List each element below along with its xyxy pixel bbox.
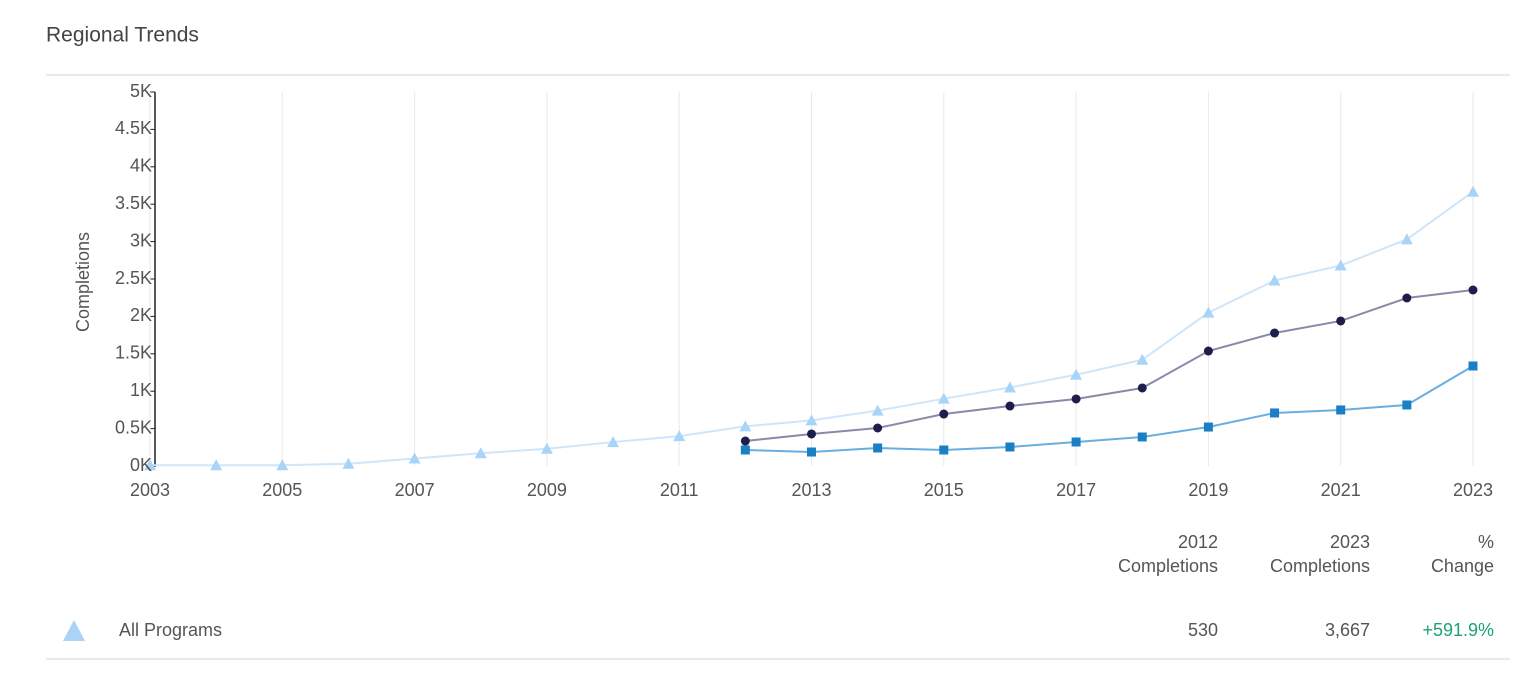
point: [805, 414, 818, 426]
x-tick-label: 2011: [660, 480, 699, 500]
cell: 3,667: [1325, 620, 1370, 640]
point: [1005, 442, 1015, 452]
x-tick-label: 2023: [1453, 480, 1493, 500]
point: [873, 423, 883, 433]
point: [1467, 185, 1479, 197]
x-tick-label: 2003: [130, 480, 170, 500]
point: [1136, 353, 1149, 365]
point: [807, 447, 816, 457]
plot: [144, 185, 1479, 471]
point: [1071, 437, 1081, 447]
y-tick-label: 1.5K: [115, 343, 152, 363]
x-tick-label: 2021: [1321, 480, 1361, 500]
grid: [149, 91, 1474, 467]
y-tick-label: 2.5K: [115, 268, 152, 288]
y-tick-label: 0K: [130, 455, 152, 475]
series-line: [745, 289, 1474, 443]
cell: +591.9%: [1422, 620, 1494, 640]
point: [1005, 401, 1015, 411]
x-tick-label: 2019: [1188, 480, 1228, 500]
x-tick-label: 2009: [527, 480, 567, 500]
x-tick-label: 2017: [1056, 480, 1096, 500]
point: [873, 443, 883, 453]
column-header: Completions: [1270, 556, 1370, 576]
point: [1203, 346, 1213, 356]
y-tick-label: 4K: [130, 156, 152, 176]
point: [1336, 405, 1346, 415]
point: [939, 445, 949, 455]
point: [1137, 383, 1147, 393]
column-header: %: [1478, 532, 1494, 552]
column-header: Change: [1431, 556, 1494, 576]
point: [474, 447, 487, 459]
point: [871, 404, 884, 416]
point: [210, 459, 223, 471]
point: [1270, 328, 1280, 338]
x-tick-label: 2005: [262, 480, 302, 500]
point: [540, 442, 553, 454]
column-header: 2023: [1330, 532, 1370, 552]
series-line: [745, 365, 1474, 454]
point: [1400, 233, 1413, 245]
point: [740, 445, 750, 455]
point: [1203, 422, 1213, 432]
point: [1402, 293, 1412, 303]
column-header: 2012: [1178, 532, 1218, 552]
y-axis-label: Completions: [73, 232, 93, 332]
x-tick-label: 2013: [791, 480, 831, 500]
point: [673, 430, 686, 442]
point: [1070, 368, 1083, 380]
point: [144, 459, 156, 471]
x-tick-label: 2015: [924, 480, 964, 500]
point: [739, 420, 752, 432]
point: [740, 436, 750, 446]
point: [1270, 408, 1280, 418]
point: [1468, 361, 1478, 371]
y-tick-label: 1K: [130, 380, 152, 400]
point: [1336, 316, 1346, 326]
legend-icon: [63, 620, 85, 641]
y-tick-label: 2K: [130, 305, 152, 325]
point: [939, 409, 949, 419]
y-tick-label: 5K: [130, 81, 152, 101]
point: [1071, 394, 1081, 404]
point: [1334, 259, 1347, 271]
y-tick-label: 3.5K: [115, 193, 152, 213]
y-tick-label: 0.5K: [115, 417, 152, 437]
point: [937, 392, 950, 404]
point: [1268, 274, 1281, 286]
point: [1003, 381, 1016, 393]
point: [1402, 400, 1412, 410]
point: [1202, 306, 1215, 318]
row-name: All Programs: [119, 620, 222, 640]
y-tick-label: 4.5K: [115, 118, 152, 138]
point: [807, 429, 816, 439]
column-header: Completions: [1118, 556, 1218, 576]
cell: 530: [1188, 620, 1218, 640]
point: [1468, 285, 1478, 295]
title: Regional Trends: [46, 24, 199, 47]
x-tick-label: 2007: [395, 480, 435, 500]
y-tick-label: 3K: [130, 230, 152, 250]
point: [408, 452, 421, 464]
point: [1137, 432, 1147, 442]
point: [342, 457, 355, 469]
point: [276, 459, 289, 471]
point: [607, 436, 620, 448]
